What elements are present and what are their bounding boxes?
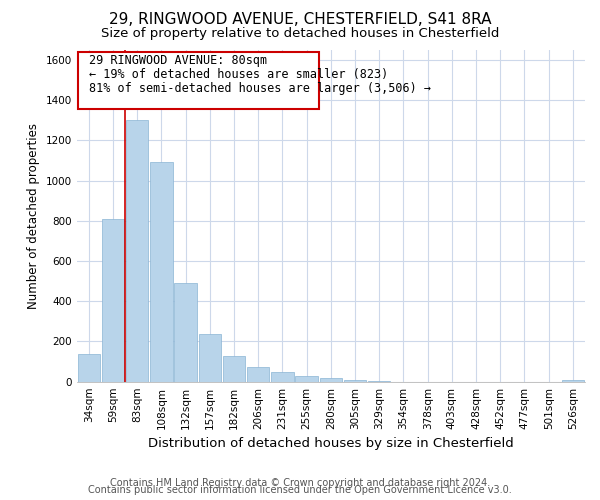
Bar [295, 376, 318, 382]
Bar [320, 378, 342, 382]
Y-axis label: Number of detached properties: Number of detached properties [27, 123, 40, 309]
Bar [77, 354, 100, 382]
Bar [344, 380, 366, 382]
Text: 29 RINGWOOD AVENUE: 80sqm: 29 RINGWOOD AVENUE: 80sqm [89, 54, 267, 67]
FancyBboxPatch shape [78, 52, 319, 110]
Text: 29, RINGWOOD AVENUE, CHESTERFIELD, S41 8RA: 29, RINGWOOD AVENUE, CHESTERFIELD, S41 8… [109, 12, 491, 28]
Bar [126, 120, 148, 382]
Bar [102, 219, 124, 382]
Bar [199, 334, 221, 382]
Text: Contains HM Land Registry data © Crown copyright and database right 2024.: Contains HM Land Registry data © Crown c… [110, 478, 490, 488]
Bar [150, 162, 173, 382]
Text: Contains public sector information licensed under the Open Government Licence v3: Contains public sector information licen… [88, 485, 512, 495]
Text: ← 19% of detached houses are smaller (823): ← 19% of detached houses are smaller (82… [89, 68, 388, 81]
Bar [175, 283, 197, 382]
Bar [562, 380, 584, 382]
Bar [247, 366, 269, 382]
Text: Size of property relative to detached houses in Chesterfield: Size of property relative to detached ho… [101, 28, 499, 40]
Bar [223, 356, 245, 382]
Text: 81% of semi-detached houses are larger (3,506) →: 81% of semi-detached houses are larger (… [89, 82, 431, 95]
Bar [271, 372, 293, 382]
X-axis label: Distribution of detached houses by size in Chesterfield: Distribution of detached houses by size … [148, 437, 514, 450]
